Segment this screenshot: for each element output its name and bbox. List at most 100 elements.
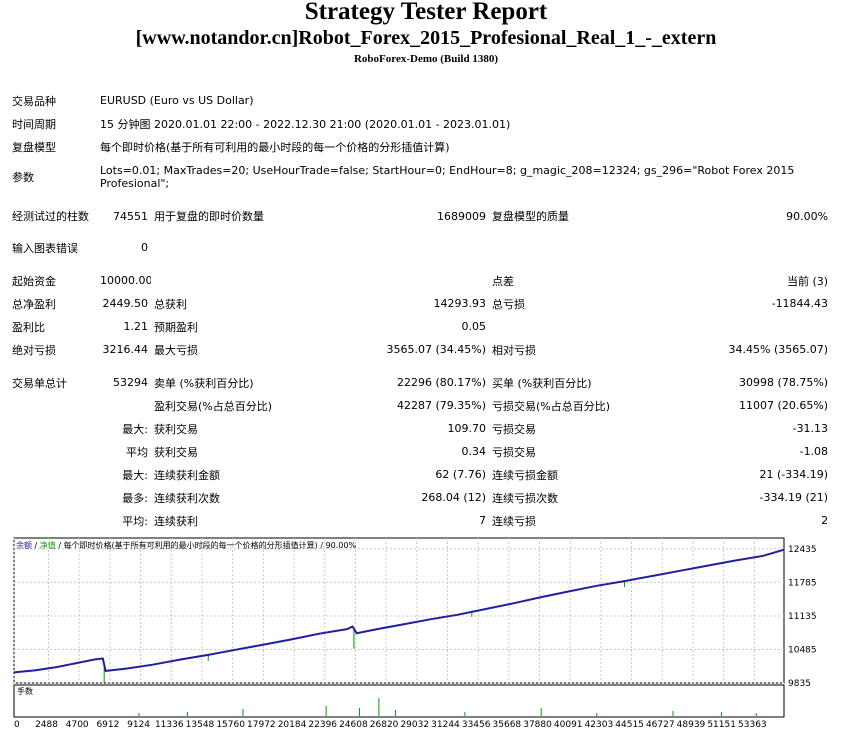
x-tick-label: 46727 bbox=[646, 720, 675, 730]
stats-row: 最大: 获利交易 109.70 亏损交易 -31.13 bbox=[9, 417, 831, 440]
value: 90.00% bbox=[786, 209, 829, 223]
value: 2449.50 bbox=[102, 297, 149, 310]
value: 30998 (78.75%) bbox=[739, 376, 829, 389]
info-row: 复盘模型 每个即时价格(基于所有可利用的最小时段的每一个价格的分形插值计算) bbox=[9, 135, 831, 158]
x-tick-label: 31244 bbox=[431, 720, 460, 730]
x-tick-label: 44515 bbox=[615, 720, 644, 730]
deposit-row: 起始资金 10000.00 点差 当前 (3) bbox=[9, 269, 831, 292]
value: -1.08 bbox=[799, 445, 829, 458]
y-tick-label: 11135 bbox=[788, 612, 817, 622]
value bbox=[659, 315, 831, 338]
y-tick-label: 12435 bbox=[788, 545, 817, 555]
x-tick-label: 20184 bbox=[278, 720, 307, 730]
value: -31.13 bbox=[792, 422, 829, 435]
value: 0 bbox=[141, 241, 148, 254]
label: 经测试过的柱数 bbox=[12, 209, 89, 223]
value: 42287 (79.35%) bbox=[396, 399, 486, 412]
y-tick-label: 9835 bbox=[788, 679, 811, 689]
label: 连续亏损次数 bbox=[492, 491, 558, 505]
label: 总亏损 bbox=[492, 297, 525, 311]
value: 109.70 bbox=[447, 422, 487, 435]
report-title: Strategy Tester Report bbox=[304, 0, 548, 25]
label: 连续亏损金额 bbox=[492, 468, 558, 482]
label: 时间周期 bbox=[12, 117, 56, 131]
value: 21 (-334.19) bbox=[759, 468, 829, 481]
label: 卖单 (%获利百分比) bbox=[154, 376, 254, 390]
value: -334.19 (21) bbox=[759, 491, 829, 504]
x-tick-label: 6912 bbox=[96, 720, 119, 730]
value: 0.05 bbox=[461, 320, 487, 333]
x-tick-label: 35668 bbox=[493, 720, 522, 730]
trades-row: 交易单总计 53294 卖单 (%获利百分比) 22296 (80.17%) 买… bbox=[9, 371, 831, 394]
x-tick-label: 51151 bbox=[707, 720, 736, 730]
x-tick-label: 40091 bbox=[554, 720, 583, 730]
y-tick-label: 11785 bbox=[788, 578, 817, 588]
chart-legend: 余额 / 净值 / 每个即时价格(基于所有可利用的最小时段的每一个价格的分形插值… bbox=[16, 540, 356, 550]
label: 点差 bbox=[492, 274, 514, 288]
prefix: 最多: bbox=[122, 491, 148, 505]
label bbox=[489, 315, 659, 338]
lots-label: 手数 bbox=[17, 686, 33, 696]
x-tick-label: 0 bbox=[14, 720, 20, 730]
profit-row: 盈利比 1.21 预期盈利 0.05 bbox=[9, 315, 831, 338]
x-tick-label: 48939 bbox=[677, 720, 706, 730]
bars-row: 经测试过的柱数 74551 用于复盘的即时价数量 1689009 复盘模型的质量… bbox=[9, 196, 831, 236]
label: 盈利比 bbox=[12, 320, 45, 334]
value: 3216.44 bbox=[102, 343, 149, 356]
x-tick-label: 4700 bbox=[66, 720, 89, 730]
label: 交易单总计 bbox=[12, 376, 67, 390]
label: 亏损交易 bbox=[492, 445, 536, 459]
x-tick-label: 13548 bbox=[186, 720, 215, 730]
value: 74551 bbox=[113, 209, 148, 223]
label: 交易品种 bbox=[12, 94, 56, 108]
value: 62 (7.76) bbox=[435, 468, 486, 481]
value: 10000.00 bbox=[100, 274, 151, 287]
legend-sep: / bbox=[32, 541, 40, 550]
label: 亏损交易 bbox=[492, 422, 536, 436]
value: 11007 (20.65%) bbox=[739, 399, 829, 412]
x-tick-label: 22396 bbox=[308, 720, 337, 730]
x-tick-label: 15760 bbox=[216, 720, 245, 730]
value: 每个即时价格(基于所有可利用的最小时段的每一个价格的分形插值计算) bbox=[100, 140, 450, 154]
x-tick-label: 42303 bbox=[585, 720, 614, 730]
x-tick-label: 37880 bbox=[523, 720, 552, 730]
info-row: 时间周期 15 分钟图 2020.01.01 22:00 - 2022.12.3… bbox=[9, 112, 831, 135]
prefix: 平均 bbox=[126, 445, 148, 459]
prefix: 平均: bbox=[122, 514, 148, 528]
value: 268.04 (12) bbox=[421, 491, 486, 504]
server-build: RoboForex-Demo (Build 1380) bbox=[353, 53, 498, 65]
balance-chart: 12435 11785 11135 10485 9835 0 2488 4700 6912 91… bbox=[13, 537, 852, 737]
label: 盈利交易(%占总百分比) bbox=[154, 399, 273, 413]
label: 最大亏损 bbox=[154, 343, 198, 357]
info-row: 参数 Lots=0.01; MaxTrades=20; UseHourTrade… bbox=[9, 158, 831, 196]
value: 15 分钟图 2020.01.01 22:00 - 2022.12.30 21:… bbox=[100, 117, 511, 131]
value: 1.21 bbox=[123, 320, 149, 333]
balance-line bbox=[13, 548, 785, 674]
x-tick-label: 24608 bbox=[339, 720, 368, 730]
label: 相对亏损 bbox=[492, 343, 536, 357]
report-table: 交易品种 EURUSD (Euro vs US Dollar) 时间周期 15 … bbox=[9, 89, 831, 532]
label: 连续获利次数 bbox=[154, 491, 220, 505]
label: 总净盈利 bbox=[12, 297, 56, 311]
x-tick-label: 29032 bbox=[400, 720, 429, 730]
value: 3565.07 (34.45%) bbox=[386, 343, 486, 356]
value: 2 bbox=[821, 514, 829, 527]
x-tick-label: 53363 bbox=[738, 720, 767, 730]
label: 连续亏损 bbox=[492, 514, 536, 528]
value: 1689009 bbox=[437, 209, 486, 223]
x-tick-label: 11336 bbox=[155, 720, 184, 730]
label: 获利交易 bbox=[154, 422, 198, 436]
info-row: 交易品种 EURUSD (Euro vs US Dollar) bbox=[9, 89, 831, 112]
stats-row: 平均: 连续获利 7 连续亏损 2 bbox=[9, 509, 831, 532]
stats-row: 盈利交易(%占总百分比) 42287 (79.35%) 亏损交易(%占总百分比)… bbox=[9, 394, 831, 417]
ea-name: [www.notandor.cn]Robot_Forex_2015_Profes… bbox=[135, 27, 717, 49]
x-tick-label: 17972 bbox=[247, 720, 276, 730]
legend-balance: 余额 bbox=[16, 540, 32, 550]
label: 复盘模型 bbox=[12, 140, 56, 154]
x-tick-label: 2488 bbox=[35, 720, 58, 730]
value: EURUSD (Euro vs US Dollar) bbox=[100, 94, 254, 107]
value: 0.34 bbox=[461, 445, 487, 458]
profit-row: 绝对亏损 3216.44 最大亏损 3565.07 (34.45%) 相对亏损 … bbox=[9, 338, 831, 361]
value: 34.45% (3565.07) bbox=[728, 343, 829, 356]
lots-frame bbox=[13, 684, 785, 718]
